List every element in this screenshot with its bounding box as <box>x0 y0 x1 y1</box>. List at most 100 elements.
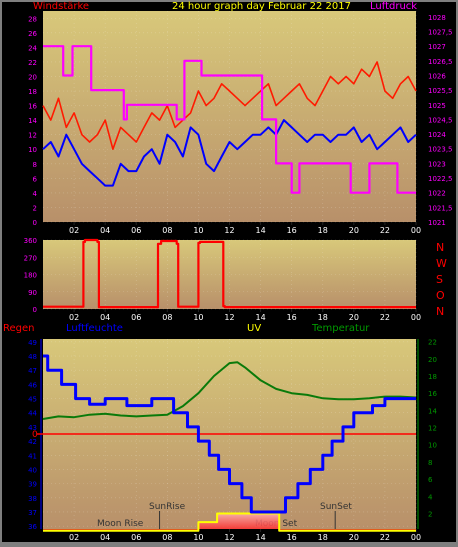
humidity-title: Luftfeuchte <box>66 323 123 334</box>
pressure-title: Luftdruck <box>370 1 417 12</box>
y-left-tick-label-p2: 360 <box>24 237 37 245</box>
y-left-tick-label-p1: 26 <box>28 30 37 38</box>
y-right-tick-label-p1: 1022,5 <box>428 175 453 183</box>
y-left-tick-label-p1: 8 <box>33 161 37 169</box>
y-left-tick-label-p2: 180 <box>24 272 37 280</box>
y-right-tick-label-p3: 4 <box>428 493 433 501</box>
x-tick-label-p2: 00 <box>411 313 421 322</box>
x-tick-label-p3: 16 <box>287 533 297 542</box>
x-tick-label-p1: 00 <box>411 226 421 235</box>
x-tick-label-p2: 08 <box>162 313 172 322</box>
y-left-tick-label-p3: 42 <box>28 438 37 446</box>
series-layer <box>37 45 417 532</box>
x-tick-label-p3: 08 <box>162 533 172 542</box>
x-tick-label-p2: 16 <box>287 313 297 322</box>
y-left-tick-label-p1: 2 <box>33 204 37 212</box>
y-left-tick-label-p3: 47 <box>28 367 37 375</box>
y-right-tick-label-p3: 6 <box>428 476 433 484</box>
direction-letter-n-bottom: N <box>436 305 444 318</box>
y-right-tick-label-p1: 1028 <box>428 14 446 22</box>
y-left-tick-label-p3: 48 <box>28 353 37 361</box>
direction-letter-o: O <box>436 289 445 302</box>
direction-letter-w: W <box>436 257 447 270</box>
x-tick-label-p3: 04 <box>100 533 110 542</box>
y-left-tick-label-p3: 40 <box>28 466 37 474</box>
y-left-tick-label-p1: 22 <box>28 59 37 67</box>
y-left-tick-label-p1: 10 <box>28 146 37 154</box>
y-left-tick-label-p1: 14 <box>28 117 37 125</box>
y-left-tick-label-p1: 18 <box>28 88 37 96</box>
panel-wind-plot-area <box>43 11 416 222</box>
y-right-tick-label-p1: 1024 <box>428 131 446 139</box>
x-tick-label-p3: 10 <box>193 533 203 542</box>
y-left-tick-label-p1: 16 <box>28 103 37 111</box>
wind-direction-line <box>43 238 416 309</box>
y-left-tick-label-p3: 49 <box>28 339 37 347</box>
x-tick-label-p2: 10 <box>193 313 203 322</box>
x-tick-label-p1: 08 <box>162 226 172 235</box>
y-left-tick-label-p2: 0 <box>33 306 37 314</box>
y-right-tick-label-p1: 1021,5 <box>428 204 453 212</box>
x-tick-label-p1: 20 <box>349 226 359 235</box>
x-tick-label-p1: 02 <box>69 226 79 235</box>
y-right-tick-label-p1: 1026,5 <box>428 58 453 66</box>
panel-direction-plot-area <box>43 240 416 309</box>
x-tick-label-p3: 14 <box>255 533 265 542</box>
x-tick-label-p1: 06 <box>131 226 141 235</box>
y-right-tick-label-p1: 1027,5 <box>428 29 453 37</box>
uv-area <box>43 513 416 531</box>
y-left-tick-label-p2: 90 <box>28 289 37 297</box>
y-right-tick-label-p3: 18 <box>428 373 437 381</box>
x-tick-label-p2: 22 <box>380 313 390 322</box>
sunset-label: SunSet <box>320 502 352 512</box>
x-tick-label-p2: 20 <box>349 313 359 322</box>
x-tick-label-p3: 02 <box>69 533 79 542</box>
y-right-tick-label-p1: 1027 <box>428 43 446 51</box>
y-right-tick-label-p1: 1023 <box>428 160 446 168</box>
x-tick-label-p3: 18 <box>318 533 328 542</box>
x-tick-label-p1: 04 <box>100 226 110 235</box>
direction-letter-n-top: N <box>436 241 444 254</box>
y-left-tick-label-p3: 36 <box>28 523 37 531</box>
x-tick-label-p3: 12 <box>224 533 234 542</box>
x-tick-label-p3: 06 <box>131 533 141 542</box>
x-tick-label-p1: 22 <box>380 226 390 235</box>
y-right-tick-label-p1: 1024,5 <box>428 116 453 124</box>
rain-zero-label: 0 <box>32 430 38 440</box>
y-right-tick-label-p3: 8 <box>428 459 432 467</box>
direction-letter-s: S <box>436 273 443 286</box>
x-tick-label-p1: 18 <box>318 226 328 235</box>
x-tick-label-p1: 14 <box>255 226 265 235</box>
y-left-tick-label-p3: 45 <box>28 396 37 404</box>
pressure-line <box>43 45 416 194</box>
y-left-tick-label-p3: 43 <box>28 424 37 432</box>
y-left-tick-label-p1: 28 <box>28 15 37 23</box>
y-right-tick-label-p3: 22 <box>428 339 437 347</box>
uv-title: UV <box>247 323 261 334</box>
humidity-line <box>43 354 416 514</box>
uv-line <box>43 512 416 532</box>
x-tick-label-p3: 22 <box>380 533 390 542</box>
y-left-tick-label-p1: 24 <box>28 44 37 52</box>
y-left-tick-label-p3: 44 <box>28 410 37 418</box>
x-tick-label-p2: 04 <box>100 313 110 322</box>
x-tick-label-p3: 20 <box>349 533 359 542</box>
rain-title: Regen <box>3 323 35 334</box>
temperature-title: Temperatur <box>311 323 370 334</box>
x-tick-label-p1: 12 <box>224 226 234 235</box>
y-right-tick-label-p3: 12 <box>428 425 437 433</box>
y-left-tick-label-p1: 12 <box>28 132 37 140</box>
x-tick-label-p1: 10 <box>193 226 203 235</box>
x-tick-label-p2: 18 <box>318 313 328 322</box>
graph-title: 24 hour graph day Februar 22 2017 <box>172 1 351 12</box>
x-tick-label-p3: 00 <box>411 533 421 542</box>
temperature-line <box>42 361 417 420</box>
y-left-tick-label-p1: 6 <box>33 175 38 183</box>
y-right-tick-label-p3: 2 <box>428 511 432 519</box>
wind-average-line <box>42 119 417 187</box>
y-right-tick-label-p1: 1025,5 <box>428 87 453 95</box>
y-left-tick-label-p3: 39 <box>28 481 37 489</box>
y-right-tick-label-p1: 1022 <box>428 190 446 198</box>
